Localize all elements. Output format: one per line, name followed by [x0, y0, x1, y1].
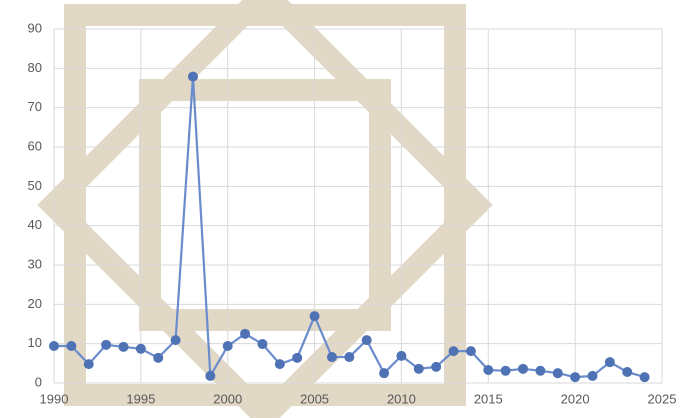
marker	[396, 351, 406, 361]
x-tick-label: 1995	[126, 391, 155, 406]
marker	[118, 342, 128, 352]
y-tick-label: 60	[28, 138, 42, 153]
x-tick-label: 2010	[387, 391, 416, 406]
marker	[327, 352, 337, 362]
marker	[553, 368, 563, 378]
x-tick-label: 2020	[561, 391, 590, 406]
marker	[466, 346, 476, 356]
marker	[257, 339, 267, 349]
marker	[431, 362, 441, 372]
marker	[84, 359, 94, 369]
marker	[136, 344, 146, 354]
marker	[379, 368, 389, 378]
y-tick-label: 20	[28, 296, 42, 311]
marker	[570, 372, 580, 382]
y-tick-label: 70	[28, 99, 42, 114]
x-tick-label: 2025	[648, 391, 677, 406]
x-tick-label: 2005	[300, 391, 329, 406]
marker	[449, 346, 459, 356]
y-tick-label: 40	[28, 217, 42, 232]
marker	[101, 340, 111, 350]
marker	[240, 329, 250, 339]
marker	[518, 364, 528, 374]
marker	[483, 365, 493, 375]
y-tick-label: 50	[28, 178, 42, 193]
marker	[414, 364, 424, 374]
marker	[66, 341, 76, 351]
marker	[535, 366, 545, 376]
marker	[153, 353, 163, 363]
marker	[205, 371, 215, 381]
x-tick-label: 2015	[474, 391, 503, 406]
marker	[344, 352, 354, 362]
marker	[310, 311, 320, 321]
y-tick-label: 0	[35, 374, 42, 389]
watermark	[53, 0, 477, 417]
y-tick-label: 30	[28, 256, 42, 271]
marker	[605, 357, 615, 367]
marker	[188, 72, 198, 82]
marker	[588, 371, 598, 381]
y-tick-label: 80	[28, 60, 42, 75]
chart: 0 10 20 30 40 50 60 70 80 90 1990 1995 2000 2005 2010 2…	[0, 0, 691, 418]
marker	[171, 335, 181, 345]
marker	[49, 341, 59, 351]
marker	[362, 335, 372, 345]
marker	[501, 366, 511, 376]
marker	[292, 353, 302, 363]
marker	[275, 359, 285, 369]
x-tick-label: 1990	[40, 391, 69, 406]
marker	[640, 372, 650, 382]
marker	[223, 341, 233, 351]
marker	[622, 367, 632, 377]
y-tick-label: 10	[28, 335, 42, 350]
x-tick-label: 2000	[213, 391, 242, 406]
y-tick-label: 90	[28, 20, 42, 35]
